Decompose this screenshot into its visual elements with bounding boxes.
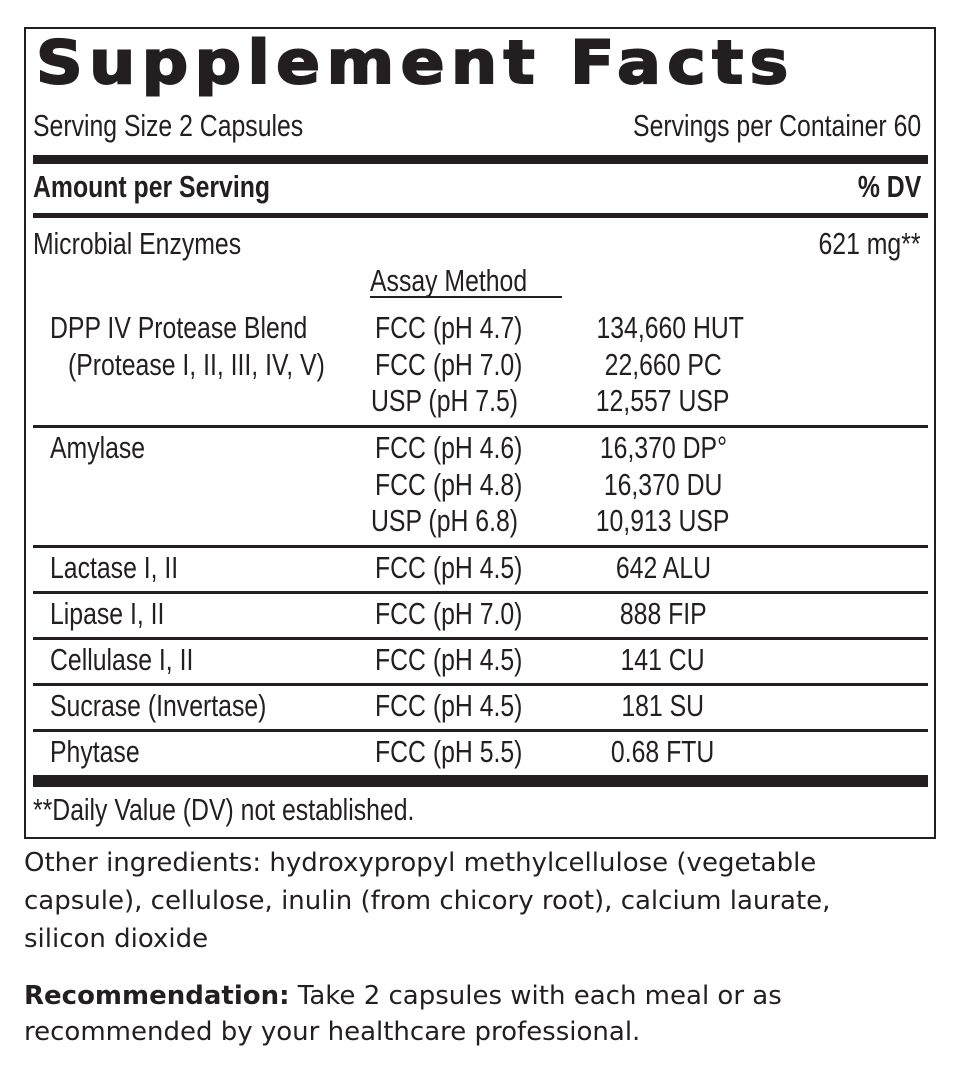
- assay-method: FCC (pH 7.0): [375, 346, 523, 382]
- assay-method: FCC (pH 5.5): [375, 734, 523, 769]
- ingredient-name: Sucrase (Invertase): [50, 688, 267, 723]
- other-ingredients-line: silicon dioxide: [24, 924, 209, 954]
- ingredient-amount: 181 SU: [621, 688, 705, 723]
- assay-method: FCC (pH 4.7): [375, 310, 523, 345]
- main-ingredient-amount: 621 mg**: [818, 226, 921, 261]
- ingredient-amount: 12,557 USP: [596, 383, 730, 418]
- row-divider: [33, 729, 928, 732]
- ingredient-name: Cellulase I, II: [50, 642, 194, 677]
- assay-method: FCC (pH 4.6): [375, 430, 523, 465]
- divider: [33, 775, 928, 787]
- servings-per-container: Servings per Container 60: [632, 108, 921, 143]
- ingredient-amount: 888 FIP: [619, 596, 707, 631]
- ingredient-amount: 10,913 USP: [596, 503, 730, 538]
- ingredient-amount: 642 ALU: [615, 550, 711, 585]
- ingredient-name: Amylase: [50, 430, 146, 465]
- footnote: **Daily Value (DV) not established.: [33, 792, 415, 827]
- ingredient-amount: 134,660 HUT: [596, 310, 744, 345]
- recommendation-line: recommended by your healthcare professio…: [24, 1017, 641, 1047]
- dv-header: % DV: [857, 169, 921, 204]
- assay-header: Assay Method: [370, 263, 528, 298]
- other-ingredients-line: Other ingredients: hydroxypropyl methylc…: [24, 848, 817, 878]
- supplement-facts-panel: [24, 27, 936, 839]
- serving-size: Serving Size 2 Capsules: [33, 108, 304, 143]
- recommendation-label: Recommendation:: [24, 981, 290, 1011]
- row-divider: [33, 425, 928, 428]
- assay-method: FCC (pH 4.5): [375, 550, 523, 585]
- ingredient-name: Lactase I, II: [50, 550, 179, 585]
- ingredient-name: Lipase I, II: [50, 596, 165, 631]
- ingredient-amount: 0.68 FTU: [611, 734, 715, 769]
- ingredient-name: DPP IV Protease Blend: [50, 310, 308, 345]
- assay-method: USP (pH 7.5): [371, 383, 519, 418]
- row-divider: [33, 683, 928, 686]
- ingredient-amount: 16,370 DP°: [599, 430, 727, 465]
- ingredient-amount: 16,370 DU: [603, 466, 723, 502]
- ingredient-subname: (Protease I, II, III, IV, V): [68, 347, 325, 382]
- ingredient-amount: 141 CU: [620, 642, 706, 677]
- assay-method: FCC (pH 4.8): [375, 466, 523, 502]
- divider: [33, 155, 928, 164]
- assay-method: USP (pH 6.8): [371, 503, 519, 538]
- recommendation: Recommendation: Take 2 capsules with eac…: [24, 981, 782, 1011]
- assay-method: FCC (pH 7.0): [375, 596, 523, 631]
- divider: [33, 213, 928, 218]
- ingredient-name: Phytase: [50, 734, 140, 769]
- other-ingredients-line: capsule), cellulose, inulin (from chicor…: [24, 886, 831, 916]
- amount-header: Amount per Serving: [33, 169, 271, 204]
- ingredient-amount: 22,660 PC: [604, 346, 722, 382]
- row-divider: [33, 637, 928, 640]
- row-divider: [33, 545, 928, 548]
- panel-title: Supplement Facts: [35, 27, 795, 99]
- main-ingredient-name: Microbial Enzymes: [33, 226, 242, 261]
- assay-method: FCC (pH 4.5): [375, 642, 523, 677]
- row-divider: [33, 591, 928, 594]
- assay-method: FCC (pH 4.5): [375, 688, 523, 723]
